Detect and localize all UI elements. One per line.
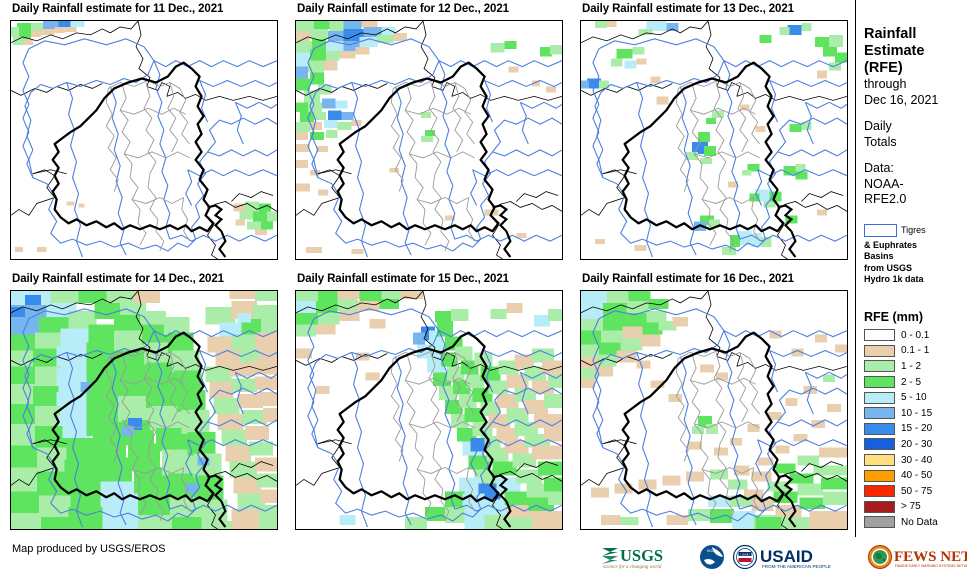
through-date: Dec 16, 2021: [864, 92, 939, 107]
map-panel-grid: Daily Rainfall estimate for 11 Dec., 202…: [0, 0, 855, 538]
fewsnet-logo: FEWS NET FAMINE EARLY WARNING SYSTEMS NE…: [868, 545, 967, 569]
map-panel-15-dec[interactable]: Daily Rainfall estimate for 15 Dec., 202…: [285, 270, 570, 538]
legend-row[interactable]: 15 - 20: [864, 421, 967, 437]
panel-title: Daily Rainfall estimate for 11 Dec., 202…: [12, 3, 224, 15]
sidebar-divider: [855, 0, 856, 537]
legend-row[interactable]: No Data: [864, 515, 967, 531]
legend-label: 40 - 50: [901, 470, 933, 482]
legend-color-swatch: [864, 469, 895, 482]
legend-label: 15 - 20: [901, 423, 933, 435]
basin-legend-key: Tigres & Euphrates Basins from USGS Hydr…: [864, 222, 967, 286]
map-credit: Map produced by USGS/EROS: [12, 543, 166, 555]
svg-text:USAID: USAID: [740, 552, 750, 556]
data-source-1: NOAA-: [864, 176, 904, 191]
legend-color-swatch: [864, 454, 895, 467]
legend-label: 50 - 75: [901, 485, 933, 497]
map-panel-13-dec[interactable]: Daily Rainfall estimate for 13 Dec., 202…: [570, 0, 855, 268]
data-label: Data:: [864, 161, 894, 175]
legend-row[interactable]: 0 - 0.1: [864, 328, 967, 344]
map-canvas[interactable]: [580, 20, 848, 260]
legend-row[interactable]: 20 - 30: [864, 437, 967, 453]
panel-title: Daily Rainfall estimate for 15 Dec., 202…: [297, 273, 509, 285]
legend-color-swatch: [864, 438, 895, 451]
legend-label: 1 - 2: [901, 360, 922, 372]
sidebar-title: Rainfall Estimate (RFE): [864, 26, 967, 77]
panel-title: Daily Rainfall estimate for 12 Dec., 202…: [297, 3, 509, 15]
svg-text:NOAA: NOAA: [707, 549, 718, 553]
legend-title: RFE (mm): [864, 309, 924, 324]
panel-title: Daily Rainfall estimate for 16 Dec., 202…: [582, 273, 794, 285]
map-panel-14-dec[interactable]: Daily Rainfall estimate for 14 Dec., 202…: [0, 270, 285, 538]
noaa-logo: NOAA: [700, 545, 724, 569]
legend-row[interactable]: 50 - 75: [864, 483, 967, 499]
map-panel-12-dec[interactable]: Daily Rainfall estimate for 12 Dec., 202…: [285, 0, 570, 268]
totals-line-2: Totals: [864, 134, 897, 149]
legend-color-swatch: [864, 422, 895, 435]
map-canvas[interactable]: [10, 20, 278, 260]
svg-text:FAMINE EARLY WARNING SYSTEMS N: FAMINE EARLY WARNING SYSTEMS NETWORK: [895, 564, 967, 568]
legend-color-swatch: [864, 500, 895, 513]
legend-color-swatch: [864, 344, 895, 357]
map-canvas[interactable]: [580, 290, 848, 530]
legend-row[interactable]: 5 - 10: [864, 390, 967, 406]
map-panel-11-dec[interactable]: Daily Rainfall estimate for 11 Dec., 202…: [0, 0, 285, 268]
svg-text:USGS: USGS: [620, 546, 663, 565]
map-canvas[interactable]: [295, 20, 563, 260]
basin-label-2: & Euphrates: [864, 239, 918, 250]
legend-label: 20 - 30: [901, 438, 933, 450]
title-line-3: (RFE): [864, 60, 903, 76]
agency-logos: USGS science for a changing world NOAA U…: [600, 542, 967, 572]
legend-color-swatch: [864, 376, 895, 389]
svg-text:USAID: USAID: [760, 547, 813, 566]
title-line-2: Estimate: [864, 43, 925, 59]
panel-title: Daily Rainfall estimate for 14 Dec., 202…: [12, 273, 224, 285]
svg-text:FEWS NET: FEWS NET: [894, 549, 967, 565]
legend-row[interactable]: 30 - 40: [864, 452, 967, 468]
legend-label: 0.1 - 1: [901, 345, 930, 357]
svg-text:science for a changing world: science for a changing world: [603, 565, 662, 570]
legend-label: 2 - 5: [901, 376, 922, 388]
legend-label: No Data: [901, 516, 938, 528]
map-canvas[interactable]: [295, 290, 563, 530]
basin-label-inline: Tigres: [901, 225, 926, 236]
legend-color-swatch: [864, 360, 895, 373]
usaid-logo: USAID USAID FROM THE AMERICAN PEOPLE: [732, 544, 831, 570]
legend-row[interactable]: 1 - 2: [864, 359, 967, 375]
legend-label: 10 - 15: [901, 407, 933, 419]
usgs-logo: USGS science for a changing world: [602, 546, 663, 570]
legend-row[interactable]: 2 - 5: [864, 374, 967, 390]
totals-line-1: Daily: [864, 119, 892, 133]
map-panel-16-dec[interactable]: Daily Rainfall estimate for 16 Dec., 202…: [570, 270, 855, 538]
data-source-block: Data: NOAA- RFE2.0: [864, 161, 967, 208]
legend-label: 5 - 10: [901, 392, 927, 404]
panel-title: Daily Rainfall estimate for 13 Dec., 202…: [582, 3, 794, 15]
basin-label-5: Hydro 1k data: [864, 274, 924, 284]
rfe-legend-list: 0 - 0.1 0.1 - 1 1 - 2 2 - 5 5 - 10 10 - 15 15 …: [864, 328, 967, 531]
basin-label-3: Basins: [864, 251, 894, 261]
legend-row[interactable]: 10 - 15: [864, 405, 967, 421]
through-block: through Dec 16, 2021: [864, 77, 967, 108]
basin-outline-swatch: [864, 223, 897, 237]
legend-color-swatch: [864, 329, 895, 342]
totals-block: Daily Totals: [864, 119, 967, 150]
legend-color-swatch: [864, 485, 895, 498]
legend-color-swatch: [864, 516, 895, 529]
legend-label: > 75: [901, 501, 921, 513]
through-label: through: [864, 77, 907, 91]
legend-color-swatch: [864, 391, 895, 404]
basin-label-4: from USGS: [864, 262, 913, 273]
data-source-2: RFE2.0: [864, 192, 907, 206]
title-line-1: Rainfall: [864, 26, 917, 42]
svg-text:FROM THE AMERICAN PEOPLE: FROM THE AMERICAN PEOPLE: [762, 564, 831, 569]
legend-label: 30 - 40: [901, 454, 933, 466]
legend-sidebar: Rainfall Estimate (RFE) through Dec 16, …: [856, 0, 967, 576]
legend-row[interactable]: 0.1 - 1: [864, 343, 967, 359]
map-canvas[interactable]: [10, 290, 278, 530]
legend-label: 0 - 0.1: [901, 329, 930, 341]
legend-row[interactable]: > 75: [864, 499, 967, 515]
legend-color-swatch: [864, 407, 895, 420]
legend-row[interactable]: 40 - 50: [864, 468, 967, 484]
